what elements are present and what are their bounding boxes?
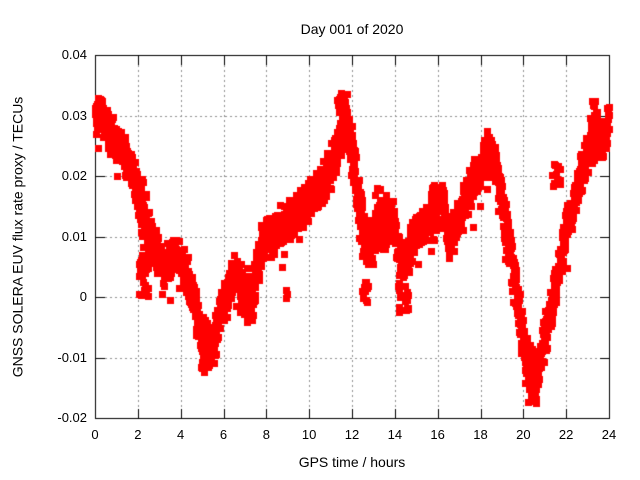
x-tick-label: 6 — [219, 427, 228, 442]
y-tick-label: 0.03 — [61, 107, 87, 123]
y-tick-label: 0.02 — [61, 168, 87, 183]
x-tick-label: 10 — [301, 427, 317, 442]
x-tick-label: 8 — [262, 427, 270, 442]
x-tick-label: 12 — [344, 427, 360, 442]
x-tick-label: 4 — [177, 427, 185, 442]
y-tick-label: -0.01 — [57, 349, 87, 365]
y-tick-label: 0.04 — [61, 47, 87, 62]
x-tick-label: 18 — [473, 427, 488, 442]
y-tick-label: 0 — [79, 289, 87, 304]
x-tick-label: 24 — [601, 427, 617, 442]
x-tick-label: 22 — [558, 427, 574, 442]
chart-title: Day 001 of 2020 — [300, 21, 404, 37]
x-axis-label: GPS time / hours — [298, 454, 406, 470]
x-tick-label: 20 — [516, 427, 531, 442]
x-tick-label: 16 — [430, 427, 445, 442]
x-tick-label: 2 — [134, 427, 142, 442]
y-tick-label: -0.02 — [57, 410, 87, 425]
x-tick-label: 14 — [387, 427, 403, 442]
x-tick-label: 0 — [91, 427, 99, 442]
y-tick-label: 0.01 — [61, 228, 87, 244]
